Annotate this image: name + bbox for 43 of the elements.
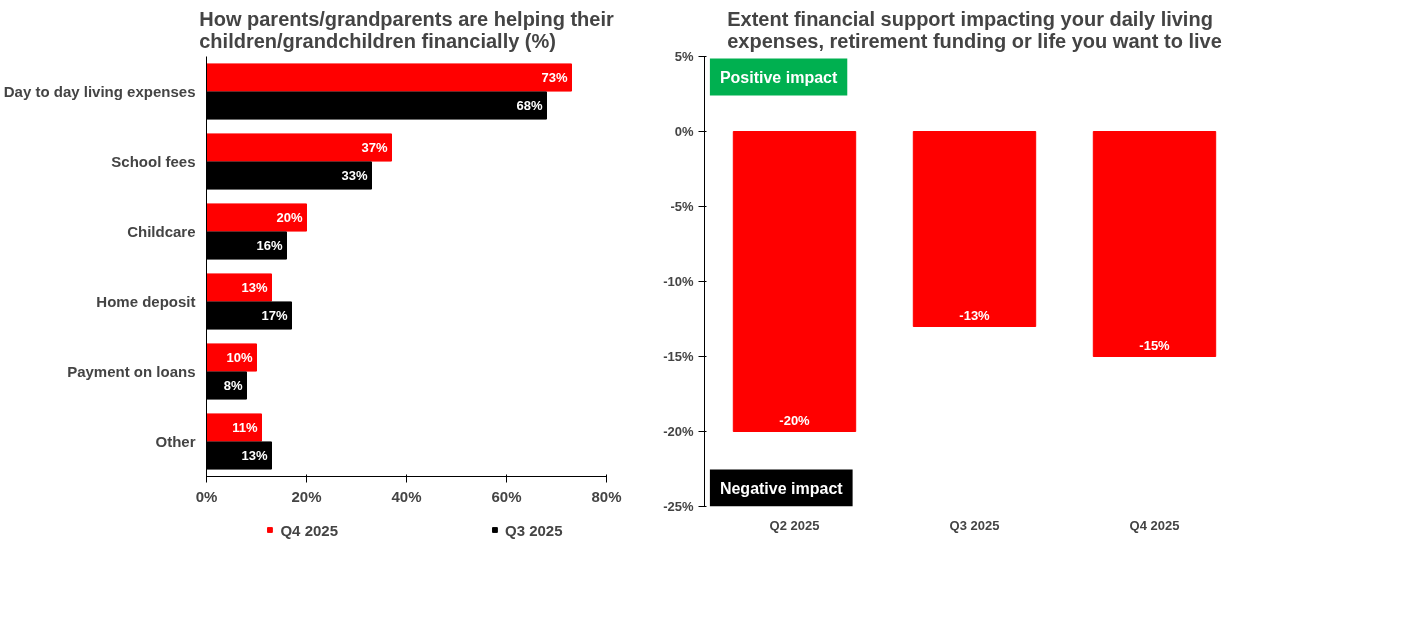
- y-tick-label: 5%: [674, 49, 694, 64]
- data-label: 73%: [541, 70, 568, 85]
- y-tick-label: School fees: [111, 153, 196, 170]
- x-tick-label: Q4 2025: [1129, 517, 1180, 533]
- y-tick-label: 0%: [674, 124, 694, 139]
- x-tick-label: 0%: [195, 487, 218, 505]
- y-tick-label: -20%: [663, 424, 694, 439]
- data-label: 13%: [241, 448, 268, 463]
- y-tick-label: Childcare: [127, 223, 196, 240]
- data-label: -15%: [1139, 337, 1171, 353]
- data-label: 33%: [341, 168, 368, 183]
- bar: [206, 63, 572, 92]
- data-label: 20%: [276, 210, 303, 225]
- data-label: 10%: [226, 350, 253, 365]
- annotation: Positive impact: [719, 68, 838, 86]
- data-label: 13%: [241, 280, 268, 295]
- y-tick-label: Payment on loans: [67, 363, 196, 380]
- data-label: -13%: [959, 307, 991, 323]
- y-tick-label: Home deposit: [96, 293, 196, 310]
- chart-title: Extent financial support impacting your daily living expenses, retirement funding or life you want to live: [727, 7, 1222, 52]
- x-tick-label: 80%: [591, 487, 622, 505]
- x-tick-label: Q3 2025: [949, 517, 1000, 533]
- x-tick-label: 60%: [491, 487, 522, 505]
- y-tick-label: -10%: [663, 274, 694, 289]
- y-tick-label: -5%: [670, 199, 694, 214]
- data-label: 11%: [232, 420, 258, 435]
- data-label: -20%: [779, 412, 811, 428]
- y-tick-label: -25%: [663, 499, 694, 514]
- data-label: 68%: [516, 98, 543, 113]
- y-tick-label: Other: [155, 433, 196, 450]
- x-tick-label: 40%: [391, 487, 422, 505]
- bar: [206, 203, 307, 232]
- bar: [206, 133, 392, 162]
- x-tick-label: 20%: [291, 487, 322, 505]
- x-tick-label: Q2 2025: [769, 517, 820, 533]
- data-label: 16%: [256, 238, 283, 253]
- data-label: 37%: [361, 140, 388, 155]
- data-label: 17%: [261, 308, 288, 323]
- y-tick-label: -15%: [663, 349, 694, 364]
- y-tick-label: Day to day living expenses: [3, 83, 196, 100]
- chart-title: How parents/grandparents are helping their children/grandchildren financially (%): [199, 7, 614, 52]
- annotation: Negative impact: [719, 479, 844, 497]
- data-label: 8%: [223, 378, 243, 393]
